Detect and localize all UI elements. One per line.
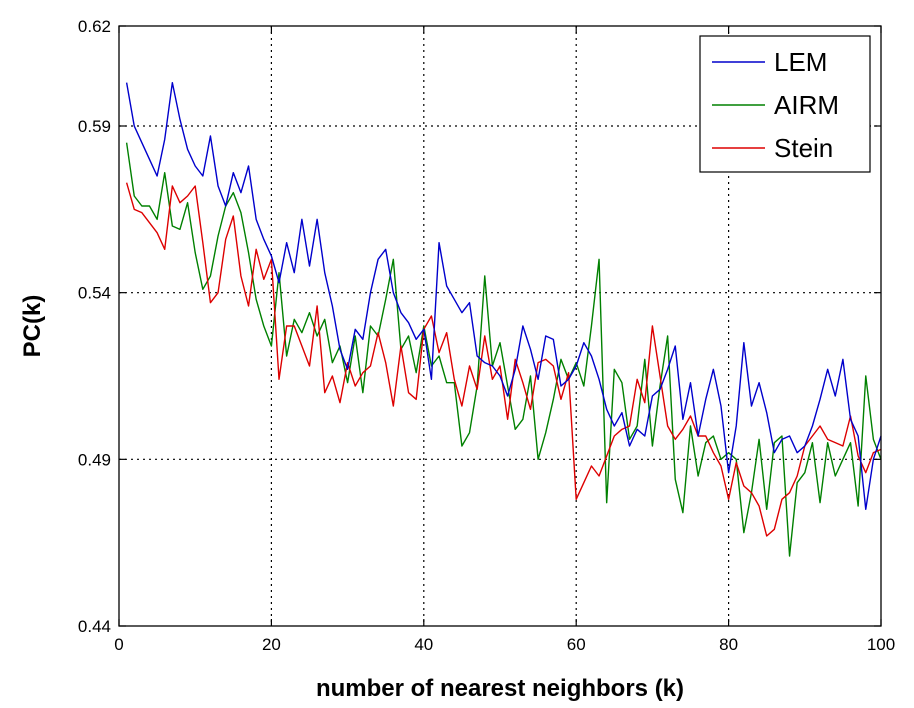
legend-label-lem: LEM <box>774 47 827 77</box>
series-line-stein <box>125 182 882 537</box>
x-tick-label: 60 <box>567 635 586 654</box>
legend-label-airm: AIRM <box>774 90 839 120</box>
y-axis-title: PC(k) <box>19 295 46 358</box>
legend: LEM AIRM Stein <box>699 35 871 173</box>
tick-labels: 0 20 40 60 80 100 0.44 0.49 0.54 0.59 0.62 <box>78 17 895 654</box>
y-tick-label: 0.59 <box>78 117 111 136</box>
y-tick-label: 0.44 <box>78 617 111 636</box>
x-tick-label: 100 <box>867 635 895 654</box>
y-tick-label: 0.62 <box>78 17 111 36</box>
series-line-lem <box>125 81 882 511</box>
y-tick-label: 0.49 <box>78 450 111 469</box>
x-tick-label: 80 <box>719 635 738 654</box>
y-tick-label: 0.54 <box>78 284 111 303</box>
legend-box <box>699 35 871 173</box>
x-tick-label: 20 <box>262 635 281 654</box>
ticks <box>118 25 882 627</box>
x-tick-label: 0 <box>114 635 123 654</box>
legend-label-stein: Stein <box>774 133 833 163</box>
x-axis-title: number of nearest neighbors (k) <box>316 675 684 702</box>
x-tick-label: 40 <box>414 635 433 654</box>
plot-frame <box>118 25 882 627</box>
series-lines <box>125 81 882 557</box>
